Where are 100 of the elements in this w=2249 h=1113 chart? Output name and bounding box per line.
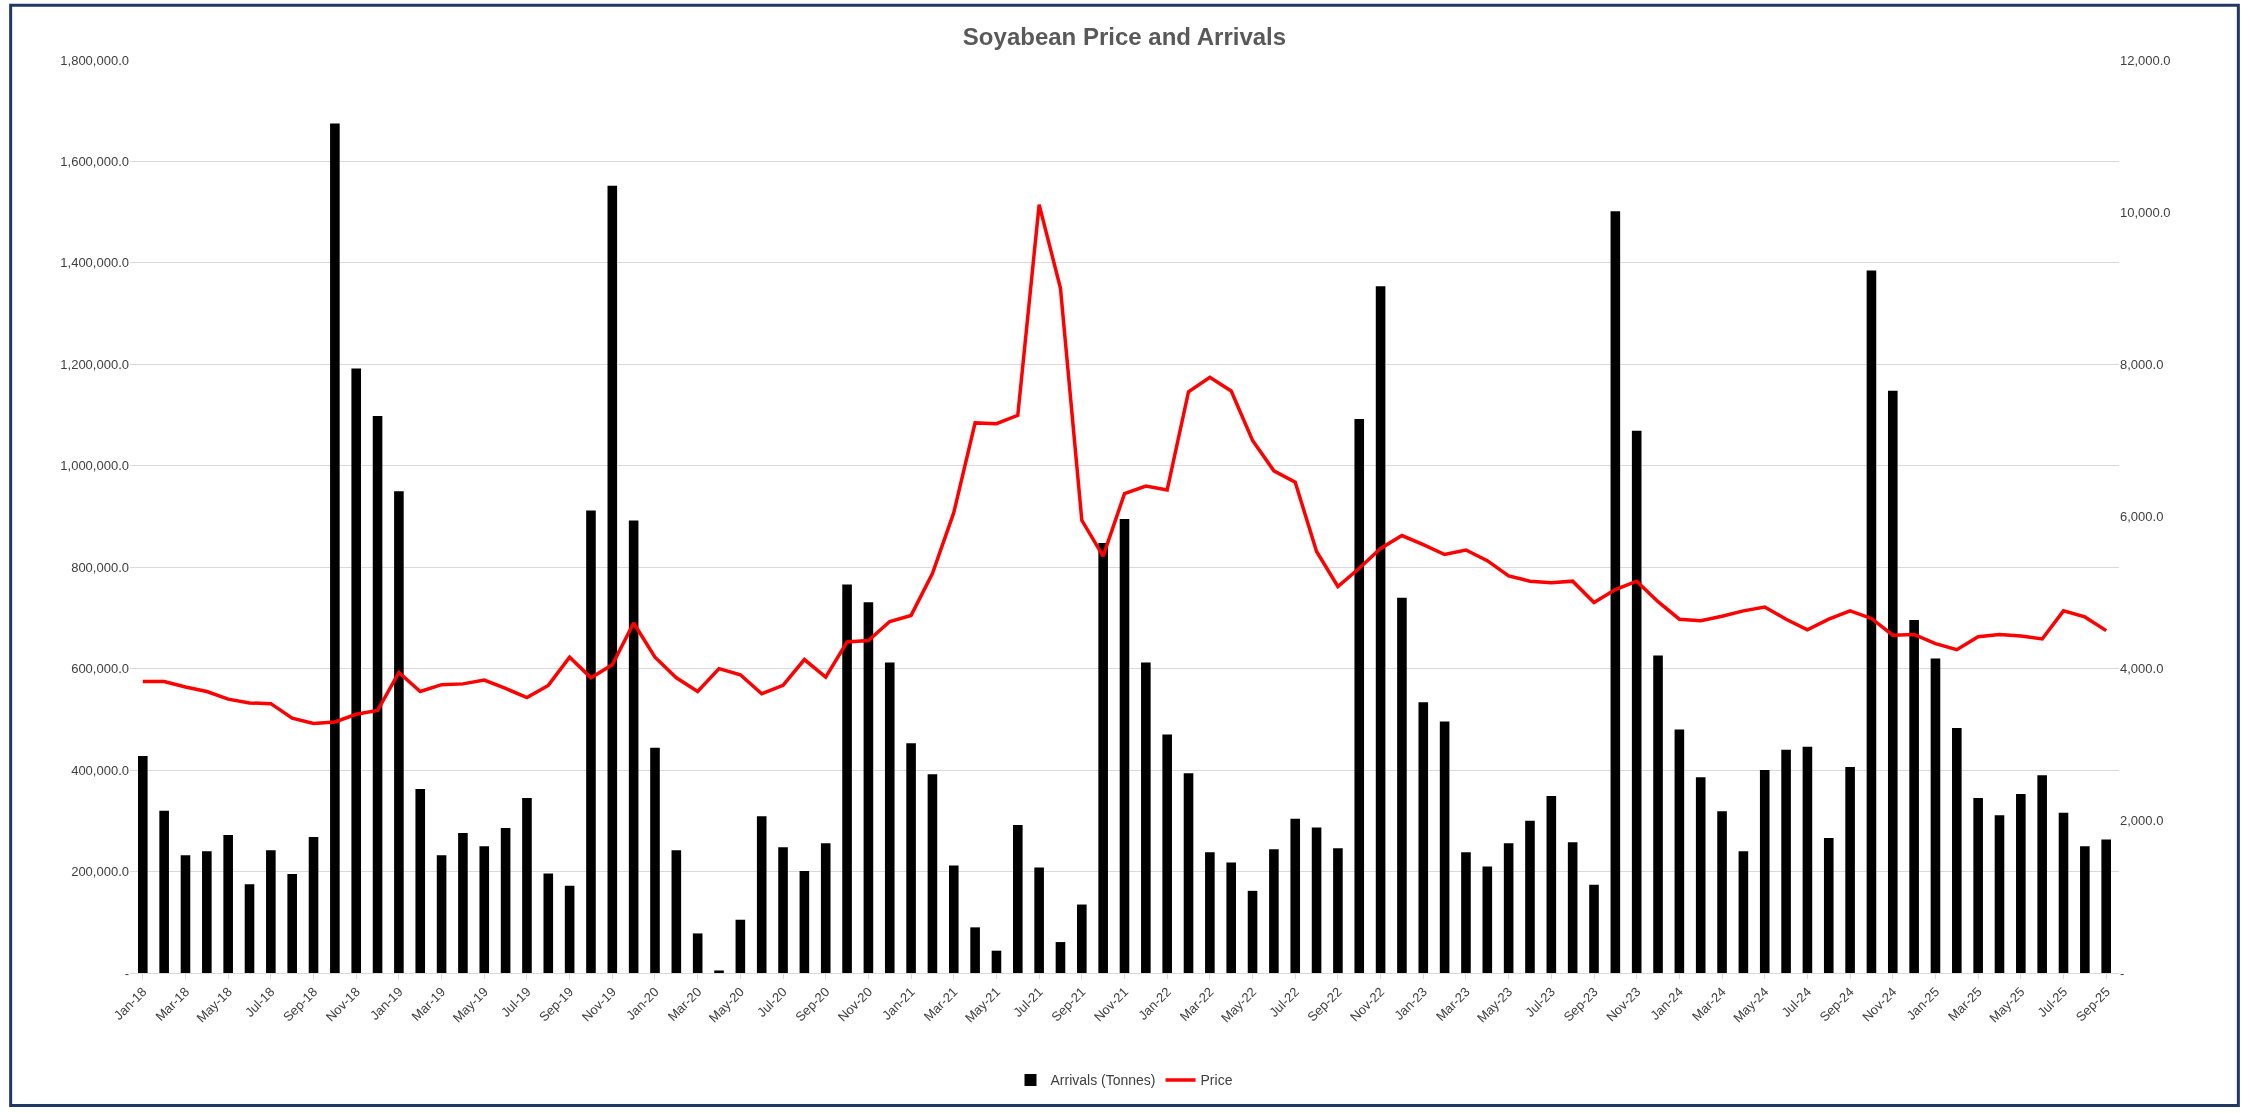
bar [1012, 824, 1023, 973]
bar [1610, 211, 1621, 973]
bar [1354, 419, 1365, 973]
bar [1631, 430, 1642, 973]
bar [2058, 812, 2069, 973]
bar [1823, 838, 1834, 973]
bar [671, 850, 682, 973]
bar [1802, 746, 1813, 973]
bar [1781, 749, 1791, 973]
bar [1887, 390, 1898, 973]
line-series [141, 202, 2108, 726]
bar [436, 855, 447, 973]
bar [415, 788, 426, 973]
bar [564, 885, 575, 973]
bar [266, 850, 276, 973]
bar [1930, 658, 1941, 973]
bar [308, 837, 319, 973]
bar [1994, 815, 2005, 973]
bar [948, 865, 959, 973]
bar [799, 871, 810, 973]
bar [1183, 773, 1194, 973]
bar [1567, 842, 1578, 973]
bar [820, 843, 831, 973]
bar [1141, 662, 1151, 973]
bar [159, 810, 169, 973]
bar [1503, 843, 1514, 973]
bar [1333, 848, 1343, 973]
y2-tick-label: 6,000.0 [2120, 509, 2164, 525]
bar [223, 835, 233, 973]
bar [991, 950, 1002, 973]
bar [2101, 839, 2111, 973]
bar [1418, 702, 1429, 973]
bar [1247, 890, 1258, 973]
bar [394, 491, 404, 973]
bar [458, 833, 468, 973]
y-tick-label: 400,000.0 [71, 762, 129, 778]
bar [1909, 619, 1919, 973]
bar [927, 774, 938, 973]
bar [202, 851, 212, 973]
y2-tick-label: 8,000.0 [2120, 356, 2164, 372]
bar [756, 816, 767, 973]
bar [1738, 851, 1749, 973]
bar [628, 520, 639, 973]
bar [500, 827, 511, 973]
y2-tick-label: 2,000.0 [2120, 813, 2164, 829]
bar [842, 584, 852, 973]
y-tick-label: 600,000.0 [71, 661, 129, 677]
bar [1461, 852, 1471, 973]
y2-tick-label: - [2120, 965, 2125, 981]
bar [884, 662, 895, 973]
bar [479, 846, 490, 973]
bar [138, 755, 148, 973]
bar [1397, 597, 1407, 973]
bar [180, 855, 191, 973]
y-tick-label: 1,000,000.0 [60, 458, 129, 474]
bar [372, 416, 383, 973]
chart-title: Soyabean Price and Arrivals [962, 22, 1287, 50]
bar [1375, 286, 1386, 973]
bar [1162, 734, 1172, 973]
bar [692, 933, 703, 973]
bar [287, 874, 297, 973]
y-tick-label: 800,000.0 [71, 559, 129, 575]
bar [586, 510, 596, 973]
bar [778, 847, 788, 973]
y-tick-label: 1,200,000.0 [60, 356, 129, 372]
bar [970, 927, 980, 973]
bar [1973, 798, 1983, 973]
bar [735, 919, 746, 973]
bar [1717, 811, 1727, 973]
bar [1205, 852, 1215, 973]
bar [2080, 846, 2090, 973]
bar [1759, 770, 1770, 973]
bar [1055, 942, 1066, 973]
bar [607, 185, 618, 973]
y-tick-label: 1,400,000.0 [60, 255, 129, 271]
bar [1952, 728, 1962, 973]
legend-label: Arrivals (Tonnes) [1050, 1072, 1156, 1089]
bar [1226, 862, 1237, 973]
bar [863, 602, 874, 973]
y2-tick-label: 12,000.0 [2120, 52, 2171, 68]
bar [650, 747, 660, 973]
bar [1525, 820, 1535, 973]
bar [714, 970, 724, 973]
bar [1482, 866, 1493, 973]
bar [1290, 818, 1301, 973]
bar [1098, 542, 1108, 973]
bar [1674, 729, 1685, 973]
bar [522, 798, 532, 973]
bar [2037, 775, 2047, 973]
bar [244, 884, 255, 973]
bar [1866, 270, 1877, 973]
bar [1695, 777, 1706, 973]
bar [1845, 767, 1855, 973]
bar [1653, 655, 1663, 973]
y-tick-label: 200,000.0 [71, 864, 129, 880]
legend-label: Price [1200, 1072, 1233, 1089]
bar [1269, 849, 1279, 973]
bar [1311, 827, 1322, 973]
bar [906, 743, 916, 973]
bar [330, 123, 340, 973]
